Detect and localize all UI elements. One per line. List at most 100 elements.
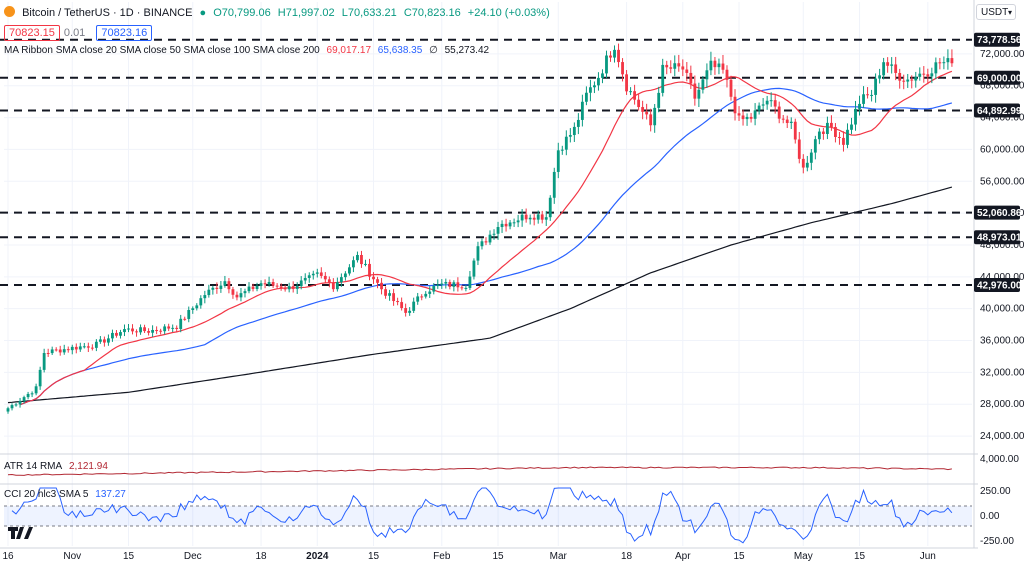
candle-body: [609, 55, 612, 58]
candle-body: [18, 400, 22, 405]
candle-body: [143, 327, 146, 332]
candle-body: [641, 107, 645, 112]
candle-body: [922, 73, 926, 75]
candle-body: [42, 353, 46, 370]
candle-body: [38, 369, 42, 387]
candle-body: [580, 101, 584, 120]
candle-body: [476, 246, 480, 261]
time-tick-label: 15: [368, 551, 380, 562]
candle-body: [617, 49, 620, 63]
candle-body: [135, 331, 138, 333]
candle-body: [263, 283, 267, 285]
candle-body: [902, 80, 906, 82]
candle-body: [183, 318, 187, 320]
candle-body: [785, 119, 789, 123]
candle-body: [195, 305, 199, 309]
bitcoin-icon: [4, 6, 15, 17]
candle-body: [416, 296, 420, 302]
candle-body: [307, 275, 311, 278]
candle-body: [420, 296, 424, 298]
candle-body: [155, 329, 159, 331]
candle-body: [528, 217, 532, 220]
candle-body: [938, 62, 942, 64]
currency-label: USDT: [981, 7, 1009, 18]
ohlc-open: O70,799.06: [213, 7, 271, 19]
candle-body: [372, 276, 375, 280]
candle-body: [255, 285, 259, 290]
level-label-bg: [974, 32, 1020, 47]
candle-body: [874, 78, 878, 95]
candle-body: [689, 72, 693, 84]
candle-body: [311, 273, 315, 276]
candle-body: [22, 397, 26, 401]
candle-body: [187, 310, 191, 319]
candle-body: [709, 60, 713, 71]
candle-body: [335, 282, 339, 290]
candle-body: [30, 393, 34, 395]
candle-body: [757, 105, 761, 111]
level-label-bg: [974, 230, 1020, 245]
buy-price-button[interactable]: 70823.16: [96, 25, 153, 41]
level-label-bg: [974, 103, 1020, 118]
candle-body: [649, 114, 653, 126]
candle-body: [597, 77, 600, 86]
candle-body: [94, 341, 98, 348]
candle-body: [621, 62, 624, 75]
candle-body: [74, 346, 78, 350]
candle-body: [882, 62, 886, 76]
candle-body: [629, 91, 632, 93]
candle-body: [524, 214, 528, 220]
sell-price-button[interactable]: 70823.15: [4, 25, 60, 41]
candle-body: [267, 282, 271, 285]
candle-body: [408, 310, 412, 313]
candle-body: [793, 121, 797, 140]
candle-body: [713, 60, 717, 68]
time-tick-label: Apr: [675, 551, 691, 562]
ma-20-value: 69,017.17: [326, 45, 372, 56]
price-tick-label: 28,000.00: [980, 399, 1024, 410]
candle-body: [572, 126, 576, 136]
candle-body: [291, 286, 295, 289]
ma-200-value: 55,273.42: [444, 45, 490, 56]
time-tick-label: Nov: [63, 551, 81, 562]
candle-body: [388, 293, 391, 296]
candle-body: [115, 332, 118, 336]
price-tick-label: 24,000.00: [980, 431, 1024, 442]
candle-body: [380, 282, 383, 290]
price-axis: 72,000.00 68,000.00 64,000.00 60,000.00 56,0…: [974, 32, 1024, 442]
candle-body: [669, 67, 673, 69]
candle-body: [637, 99, 641, 108]
candle-body: [448, 282, 452, 287]
candle-body: [203, 295, 207, 299]
price-tick-label: 32,000.00: [980, 367, 1024, 378]
candle-body: [159, 330, 163, 332]
candle-body: [773, 100, 777, 107]
cci-band: [4, 506, 972, 526]
grid: [0, 0, 978, 549]
time-tick-label: 2024: [306, 551, 329, 562]
candle-body: [890, 64, 894, 66]
candle-body: [227, 281, 231, 290]
candle-body: [54, 349, 58, 351]
candles: [6, 43, 954, 414]
candle-body: [299, 280, 303, 287]
candle-body: [846, 129, 849, 145]
candle-body: [348, 267, 351, 274]
candle-body: [231, 289, 235, 295]
cci-tick-label: -250.00: [980, 536, 1014, 547]
candle-body: [862, 94, 865, 104]
candle-body: [352, 260, 355, 268]
level-label: 73,778.56: [977, 35, 1022, 46]
time-tick-label: Feb: [433, 551, 451, 562]
candle-body: [303, 277, 307, 281]
ohlc-high: H71,997.02: [277, 7, 335, 19]
candle-body: [86, 346, 90, 348]
candle-body: [568, 135, 572, 137]
candle-body: [516, 220, 520, 223]
currency-selector[interactable]: USDT ▾: [976, 4, 1016, 20]
candle-body: [191, 308, 195, 311]
candle-body: [295, 286, 299, 289]
candle-body: [480, 241, 484, 247]
candle-body: [685, 69, 689, 73]
